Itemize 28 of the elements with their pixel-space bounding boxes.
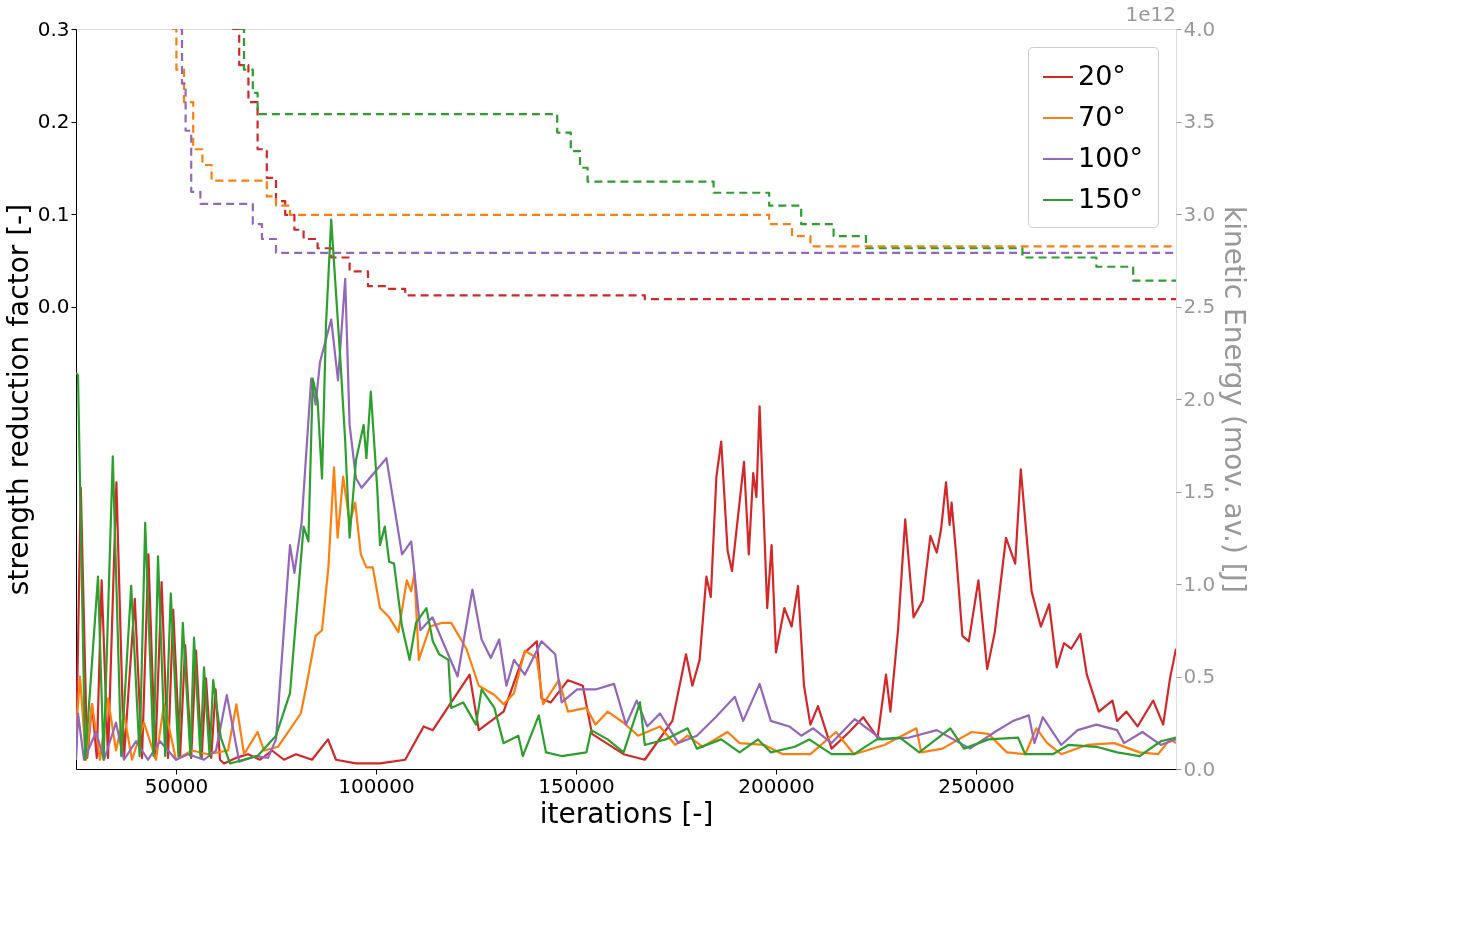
x-axis-title: iterations [-] <box>539 796 714 830</box>
legend-label: 70° <box>1078 101 1126 132</box>
legend-label: 100° <box>1078 142 1144 173</box>
y2-tick-label: 2.5 <box>1183 294 1216 318</box>
y-tick-label: 0.0 <box>37 294 70 318</box>
y2-tick-label: 1.5 <box>1183 479 1216 503</box>
text: 1e12 <box>1125 2 1176 26</box>
x-tick-label: 150000 <box>538 773 615 798</box>
legend-label: 150° <box>1078 183 1144 214</box>
y2-tick-label: 2.0 <box>1183 386 1216 411</box>
y2-tick-label: 4.0 <box>1183 16 1216 41</box>
line-series <box>76 466 1176 761</box>
y2-tick-label: 3.5 <box>1183 109 1216 133</box>
x-tick-label: 50000 <box>144 773 209 798</box>
line-series <box>76 405 1176 765</box>
legend-label: 20° <box>1078 60 1126 91</box>
y2-tick-label: 1.0 <box>1183 571 1216 596</box>
x-tick-label: 250000 <box>938 773 1015 798</box>
y-tick-label: 0.2 <box>37 109 70 133</box>
y2-axis-title: kinetic Energy (mov. av.) [J] <box>1218 206 1252 593</box>
x-tick-label: 200000 <box>738 773 815 798</box>
y2-tick-label: 0.0 <box>1183 756 1216 781</box>
y-tick-label: 0.1 <box>37 201 70 226</box>
x-tick-label: 100000 <box>338 773 415 798</box>
y2-tick-label: 0.5 <box>1183 664 1216 688</box>
y2-tick-label: 3.0 <box>1183 201 1216 226</box>
y-tick-label: 0.3 <box>37 16 70 41</box>
y-axis-title: strength reduction factor [-] <box>1 203 35 596</box>
